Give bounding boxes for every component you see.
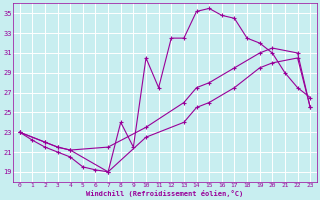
X-axis label: Windchill (Refroidissement éolien,°C): Windchill (Refroidissement éolien,°C) [86, 190, 244, 197]
